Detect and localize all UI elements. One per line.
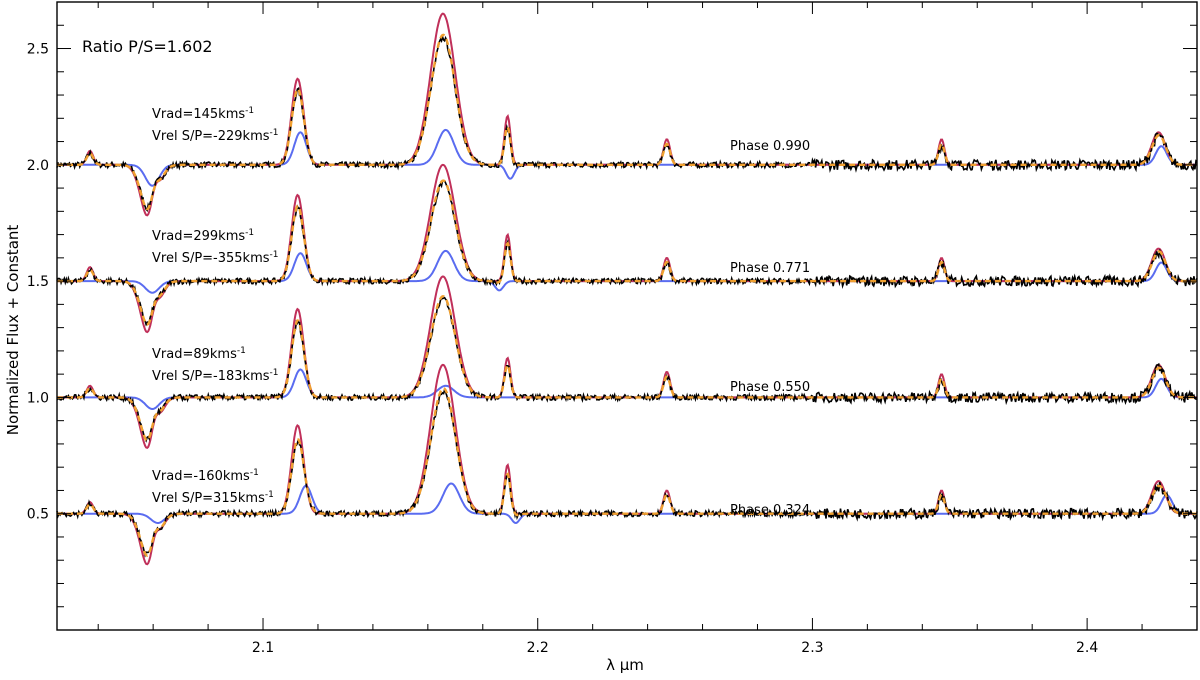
phase-panel bbox=[56, 163, 1198, 334]
vrad-unit-superscript: -1 bbox=[250, 468, 259, 478]
vrad-label: Vrad=145kms-1 bbox=[152, 106, 254, 122]
x-tick-label: 2.4 bbox=[1076, 640, 1098, 656]
vrel-label: Vrel S/P=-355kms-1 bbox=[152, 250, 279, 266]
y-tick-label: 0.5 bbox=[27, 507, 49, 523]
vrel-unit-superscript: -1 bbox=[270, 128, 279, 138]
vrad-label: Vrad=-160kms-1 bbox=[152, 468, 259, 484]
vrad-unit-superscript: -1 bbox=[245, 228, 254, 238]
observed-spectrum-line bbox=[56, 34, 1198, 213]
y-tick-label: 2.0 bbox=[27, 158, 49, 174]
combined-model-line bbox=[57, 386, 1197, 557]
label-layer: Vrad=145kms-1 Vrel S/P=-229kms-1 Phase 0.9… bbox=[152, 106, 810, 518]
ratio-label: Ratio P/S=1.602 bbox=[82, 37, 213, 56]
x-tick-label: 2.1 bbox=[252, 640, 274, 656]
vrel-label: Vrel S/P=315kms-1 bbox=[152, 490, 274, 506]
combined-model-line bbox=[57, 179, 1197, 326]
phase-label: Phase 0.771 bbox=[730, 261, 810, 276]
x-tick-label: 2.2 bbox=[527, 640, 549, 656]
phase-label: Phase 0.550 bbox=[730, 380, 810, 395]
vrad-unit-superscript: -1 bbox=[237, 346, 246, 356]
phase-label: Phase 0.990 bbox=[730, 139, 810, 154]
y-tick-label: 1.5 bbox=[27, 274, 49, 290]
vrad-unit-superscript: -1 bbox=[245, 106, 254, 116]
phase-panel bbox=[56, 363, 1198, 566]
vrad-label: Vrad=89kms-1 bbox=[152, 346, 246, 362]
series-layer bbox=[56, 12, 1198, 566]
phase-panel bbox=[56, 12, 1198, 217]
y-axis-title: Normalized Flux + Constant bbox=[4, 225, 22, 436]
vrad-label: Vrad=299kms-1 bbox=[152, 228, 254, 244]
tick-layer: 2.1 2.2 2.3 2.4 0.5 1.0 1.5 2.0 2.5 bbox=[27, 2, 1197, 656]
plot-frame bbox=[56, 1, 1198, 631]
phase-panel bbox=[56, 275, 1198, 450]
vrel-label: Vrel S/P=-229kms-1 bbox=[152, 128, 279, 144]
x-axis-title: λ μm bbox=[606, 656, 644, 674]
vrel-label: Vrel S/P=-183kms-1 bbox=[152, 368, 279, 384]
vrel-unit-superscript: -1 bbox=[265, 490, 274, 500]
combined-model-line bbox=[57, 295, 1197, 442]
vrel-unit-superscript: -1 bbox=[270, 250, 279, 260]
phase-label: Phase 0.324 bbox=[730, 503, 810, 518]
x-tick-label: 2.3 bbox=[801, 640, 823, 656]
y-tick-label: 1.0 bbox=[27, 390, 49, 406]
y-tick-label: 2.5 bbox=[27, 42, 49, 58]
vrel-unit-superscript: -1 bbox=[270, 368, 279, 378]
